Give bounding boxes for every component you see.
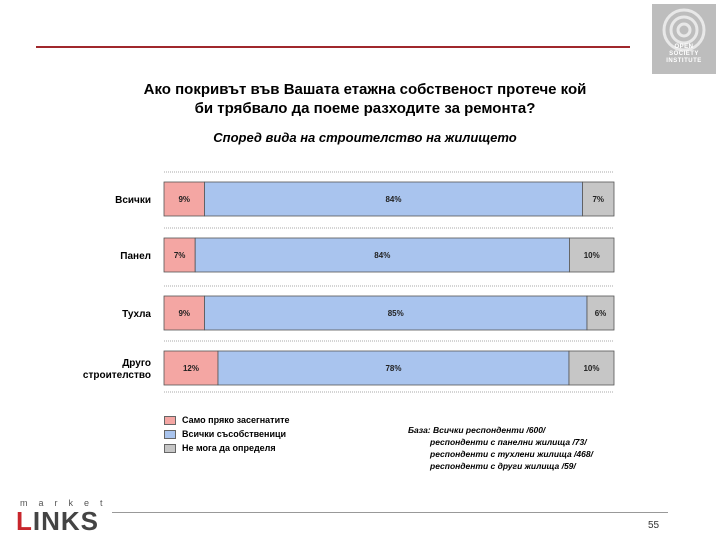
top-rule: [36, 46, 630, 48]
bar-segment: [204, 295, 588, 331]
bottom-rule: [112, 512, 668, 513]
data-label: 78%: [385, 364, 401, 373]
data-label: 9%: [178, 195, 190, 204]
legend-swatch: [164, 415, 176, 425]
category-label: строителство: [83, 370, 151, 381]
logo-small-text: market: [20, 498, 114, 508]
legend-label: Само пряко засегнатите: [182, 415, 290, 425]
marketlinks-logo: market LINKS: [16, 498, 108, 538]
data-label: 10%: [583, 364, 599, 373]
category-label: Друго: [122, 358, 151, 369]
legend: Само пряко засегнатите Всички съсобствен…: [164, 413, 290, 455]
base-line: База: Всички респонденти /600/: [408, 425, 546, 435]
legend-item: Не мога да определя: [164, 441, 290, 455]
base-line: респонденти с панелни жилища /73/: [430, 437, 587, 447]
base-line: респонденти с други жилища /59/: [430, 461, 576, 471]
base-note: База: Всички респонденти /600/ респонден…: [408, 424, 593, 472]
bar-segment: [163, 350, 219, 386]
title-line: Ако покривът във Вашата етажна собствено…: [143, 81, 587, 98]
category-label: Панел: [120, 251, 151, 262]
bar-segment: [163, 181, 205, 217]
bar-segment: [204, 181, 583, 217]
data-label: 85%: [388, 309, 404, 318]
base-line: респонденти с тухлени жилища /468/: [430, 449, 593, 459]
data-label: 7%: [174, 251, 186, 260]
data-label: 84%: [385, 195, 401, 204]
bar-segment: [194, 237, 570, 273]
badge-line: SOCIETY: [669, 51, 699, 57]
legend-swatch: [164, 443, 176, 453]
data-label: 12%: [183, 364, 199, 373]
bar-segment: [582, 181, 615, 217]
legend-item: Само пряко засегнатите: [164, 413, 290, 427]
logo-big-text: LINKS: [16, 506, 99, 537]
data-label: 10%: [584, 251, 600, 260]
data-label: 84%: [374, 251, 390, 260]
bar-segment: [569, 237, 615, 273]
badge-line: OPEN: [674, 44, 694, 50]
logo-letter: L: [16, 506, 33, 536]
bar-segment: [163, 237, 196, 273]
category-label: Всички: [115, 195, 151, 206]
title-line: би трябвало да поеме разходите за ремонт…: [194, 100, 536, 117]
spiral-icon: [662, 8, 706, 52]
legend-label: Всички съсобственици: [182, 429, 287, 439]
logo-rest: INKS: [32, 506, 100, 536]
chart-title: Ако покривът във Вашата етажна собствено…: [100, 80, 630, 118]
bar-segment: [586, 295, 615, 331]
legend-swatch: [164, 429, 176, 439]
legend-label: Не мога да определя: [182, 443, 276, 453]
data-label: 9%: [178, 309, 190, 318]
data-label: 7%: [592, 195, 604, 204]
chart-subtitle: Според вида на строителство на жилището: [213, 130, 517, 145]
page-number: 55: [648, 520, 660, 531]
legend-item: Всички съсобственици: [164, 427, 290, 441]
data-label: 6%: [595, 309, 607, 318]
badge-line: INSTITUTE: [666, 58, 702, 64]
category-label: Тухла: [122, 309, 151, 320]
bar-segment: [568, 350, 615, 386]
osi-logo: OPEN SOCIETY INSTITUTE: [652, 4, 716, 74]
